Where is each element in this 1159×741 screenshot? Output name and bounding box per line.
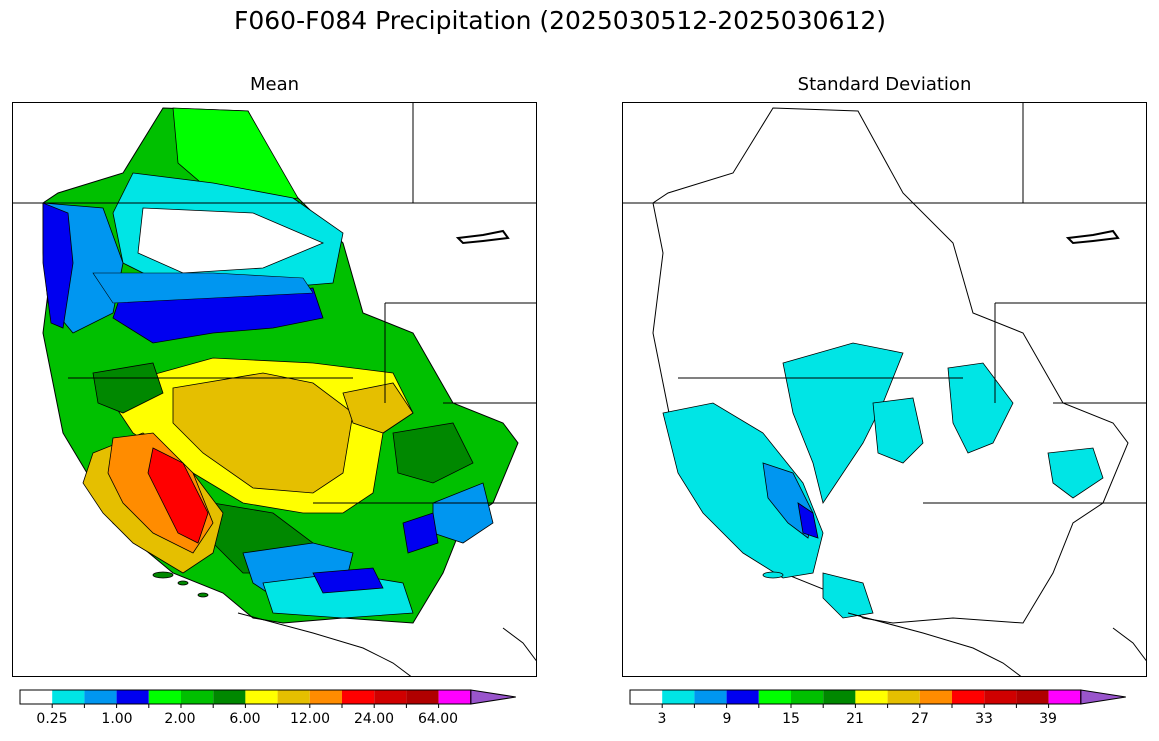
border-mexico [847, 612, 1146, 676]
std-colorbar-segment [726, 690, 759, 704]
mean-colorbar-segment [374, 690, 407, 704]
mean-colorbar-segment [438, 690, 471, 704]
std-colorbar-segment [984, 690, 1017, 704]
std-colorbar-segment [952, 690, 985, 704]
state-boundary [13, 103, 536, 504]
mean-panel-title: Mean [249, 74, 300, 95]
std-colorbar-segment [1048, 690, 1081, 704]
mean-colorbar-svg [19, 689, 516, 708]
std-tick-label: 3 [657, 711, 667, 727]
std-colorbar-segment [662, 690, 695, 704]
std-colorbar-segment [791, 690, 824, 704]
mean-tick-label: 0.25 [36, 711, 68, 727]
mean-tick-label: 6.00 [229, 711, 261, 727]
std-colorbar-segment [1016, 690, 1049, 704]
mean-colorbar-segment [213, 690, 246, 704]
mean-tick-label: 12.00 [289, 711, 331, 727]
mean-colorbar-segment [245, 690, 278, 704]
mean-colorbar-segment [277, 690, 310, 704]
triangle-right-icon [1080, 689, 1126, 705]
island [152, 571, 174, 579]
mean-colorbar-segment [309, 690, 342, 704]
region-darkgreen-3 [392, 422, 474, 484]
state-boundary [623, 103, 1146, 504]
region-std-cyan-utah [947, 362, 1014, 454]
region-darkgreen-1 [92, 362, 164, 414]
region-az-darkblue [312, 567, 384, 594]
std-map [623, 103, 1146, 676]
mean-tick-label: 1.00 [101, 711, 133, 727]
mean-colorbar-segment [148, 690, 181, 704]
std-colorbar-segment [823, 690, 856, 704]
lake-superior-outline [1065, 229, 1120, 245]
region-coast-darkblue [42, 202, 74, 329]
border-mexico [237, 612, 536, 676]
std-panel-title: Standard Deviation [797, 74, 972, 95]
std-tick-label: 15 [782, 711, 800, 727]
mean-tick-label: 24.00 [353, 711, 395, 727]
std-colorbar-segment [758, 690, 791, 704]
mean-colorbar-segment [20, 690, 53, 704]
island [177, 580, 189, 586]
mean-map-panel [12, 102, 537, 677]
mean-colorbar [19, 689, 530, 708]
region-std-cyan-nv [872, 397, 924, 464]
std-tick-label: 33 [975, 711, 993, 727]
mean-colorbar-segment [52, 690, 85, 704]
island [762, 571, 784, 579]
region-co-darkblue [402, 512, 439, 554]
mean-colorbar-segment [406, 690, 439, 704]
lake-superior-outline [455, 229, 510, 245]
mean-tick-label: 64.00 [417, 711, 459, 727]
triangle-right-icon [470, 689, 516, 705]
region-std-darkblue [797, 502, 819, 539]
mean-tick-label: 2.00 [164, 711, 196, 727]
mean-colorbar-segment [116, 690, 149, 704]
std-colorbar-segment [919, 690, 952, 704]
figure-title: F060-F084 Precipitation (2025030512-2025… [233, 6, 886, 35]
std-tick-label: 21 [846, 711, 864, 727]
region-sierra-red [147, 447, 209, 544]
std-tick-label: 27 [911, 711, 929, 727]
std-colorbar-segment [630, 690, 663, 704]
region-std-cyan-co [1047, 447, 1104, 499]
std-tick-label: 9 [722, 711, 732, 727]
std-tick-label: 39 [1039, 711, 1057, 727]
region-pnw-white [137, 207, 325, 274]
std-colorbar-segment [694, 690, 727, 704]
std-colorbar-svg [629, 689, 1126, 708]
mean-colorbar-segment [181, 690, 214, 704]
std-map-panel [622, 102, 1147, 677]
mean-map [13, 103, 536, 676]
std-colorbar [629, 689, 1140, 708]
mean-colorbar-segment [342, 690, 375, 704]
island [197, 592, 209, 598]
std-colorbar-segment [887, 690, 920, 704]
region-blue-band [92, 272, 314, 304]
region-std-cyan-coast [662, 402, 824, 579]
mean-colorbar-segment [84, 690, 117, 704]
region-std-cyan-basin [782, 342, 904, 504]
std-colorbar-segment [855, 690, 888, 704]
